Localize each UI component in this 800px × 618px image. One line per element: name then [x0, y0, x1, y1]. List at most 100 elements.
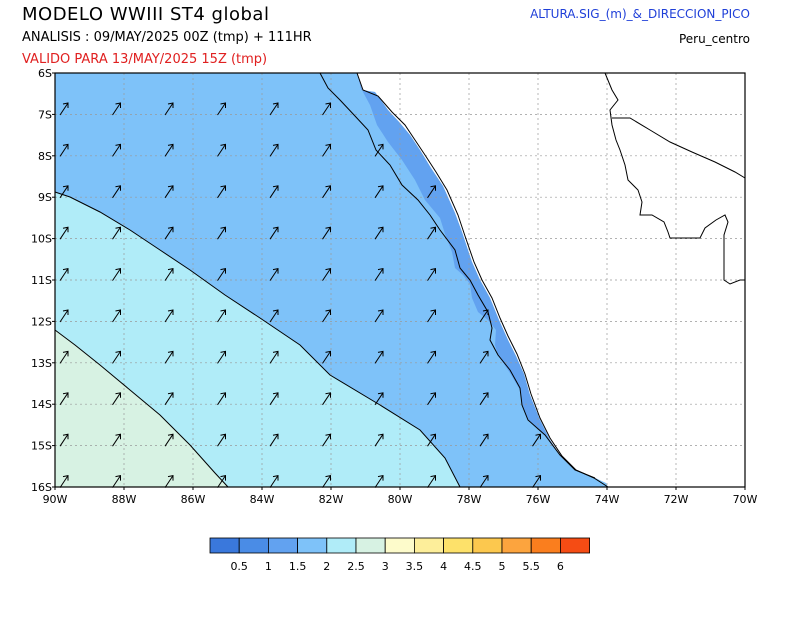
lat-label: 6S [38, 67, 52, 80]
direction-arrow [269, 267, 279, 281]
lon-label: 82W [319, 493, 344, 506]
lat-label: 12S [31, 315, 52, 328]
direction-arrow [269, 392, 279, 406]
direction-arrow [164, 102, 174, 116]
direction-arrow [112, 309, 121, 323]
direction-arrow [164, 143, 174, 157]
colorbar-swatch [413, 537, 444, 554]
direction-arrow [164, 267, 174, 281]
direction-arrow [374, 474, 384, 488]
direction-arrow [164, 309, 174, 323]
lat-label: 15S [31, 440, 52, 453]
lat-label: 11S [31, 274, 52, 287]
direction-arrow [112, 267, 121, 281]
direction-arrow [532, 433, 541, 447]
direction-arrow [374, 350, 384, 364]
wave-direction-arrows [59, 102, 541, 488]
direction-arrow [217, 350, 226, 364]
direction-arrow [217, 226, 226, 240]
lat-label: 13S [31, 357, 52, 370]
direction-arrow [112, 102, 121, 116]
direction-arrow [374, 309, 384, 323]
direction-arrow [164, 185, 174, 199]
direction-arrow [112, 350, 121, 364]
border-northeast [612, 117, 746, 179]
direction-arrow [479, 350, 489, 364]
direction-arrow [374, 226, 384, 240]
direction-arrow [322, 143, 331, 157]
direction-arrow [269, 226, 279, 240]
band-2-5-3m [55, 330, 228, 487]
direction-arrow [322, 350, 331, 364]
coastline [54, 72, 746, 488]
direction-arrow [374, 267, 384, 281]
lon-label: 76W [526, 493, 551, 506]
variable-name: ALTURA.SIG_(m)_&_DIRECCION_PICO [530, 7, 750, 21]
direction-arrow [269, 433, 279, 447]
direction-arrow [374, 433, 384, 447]
direction-arrow [269, 309, 279, 323]
direction-arrow [427, 433, 436, 447]
lat-label: 14S [31, 398, 52, 411]
direction-arrow [322, 185, 331, 199]
colorbar-swatch [443, 537, 474, 554]
lon-label: 88W [112, 493, 137, 506]
direction-arrow [164, 433, 174, 447]
contour-1-5m [319, 72, 596, 479]
peru-coast-line [356, 72, 609, 488]
direction-arrow [322, 309, 331, 323]
inland-border [604, 72, 745, 285]
direction-arrow [59, 433, 69, 447]
colorbar-swatch [297, 537, 328, 554]
lat-label: 7S [38, 108, 52, 121]
lon-label: 80W [388, 493, 413, 506]
direction-arrow [479, 474, 489, 488]
direction-arrow [427, 267, 436, 281]
colorbar-label: 3 [382, 560, 389, 573]
direction-arrow [217, 102, 226, 116]
direction-arrow [59, 309, 69, 323]
colorbar-swatch [238, 537, 269, 554]
colorbar-label: 6 [557, 560, 564, 573]
colorbar-label: 5 [499, 560, 506, 573]
direction-arrow [427, 474, 436, 488]
direction-arrow [427, 392, 436, 406]
direction-arrow [59, 102, 69, 116]
direction-arrow [217, 185, 226, 199]
lon-label: 90W [43, 493, 68, 506]
lon-label: 70W [733, 493, 758, 506]
lat-label: 16S [31, 481, 52, 494]
direction-arrow [427, 350, 436, 364]
colorbar-swatch [326, 537, 357, 554]
direction-arrow [269, 102, 279, 116]
direction-arrow [112, 474, 121, 488]
model-title: MODELO WWIII ST4 global [22, 4, 270, 25]
direction-arrow [164, 226, 174, 240]
colorbar-swatch [267, 537, 298, 554]
colorbar-swatch [530, 537, 561, 554]
direction-arrow [479, 433, 489, 447]
colorbar-swatch [384, 537, 415, 554]
lon-label: 72W [664, 493, 689, 506]
latitude-labels: 6S 7S 8S 9S 10S 11S 12S 13S 14S 15S 16S [31, 67, 55, 494]
direction-arrow [322, 474, 331, 488]
direction-arrow [322, 433, 331, 447]
lat-label: 8S [38, 150, 52, 163]
direction-arrow [59, 350, 69, 364]
direction-arrow [59, 143, 69, 157]
colorbar-label: 3.5 [406, 560, 424, 573]
lon-label: 74W [595, 493, 620, 506]
direction-arrow [112, 185, 121, 199]
colorbar-label: 2.5 [347, 560, 365, 573]
colorbar-label: 4.5 [464, 560, 482, 573]
direction-arrow [374, 143, 384, 157]
direction-arrow [217, 267, 226, 281]
region-name: Peru_centro [678, 32, 750, 46]
colorbar: 0.5 1 1.5 2 2.5 3 3.5 4 4.5 5 5.5 6 [209, 537, 591, 573]
longitude-labels: 90W 88W 86W 84W 82W 80W 78W 76W 74W 72W 70W [43, 487, 758, 506]
lon-label: 84W [250, 493, 275, 506]
contour-2-5m [54, 329, 229, 488]
direction-arrow [322, 226, 331, 240]
direction-arrow [269, 143, 279, 157]
